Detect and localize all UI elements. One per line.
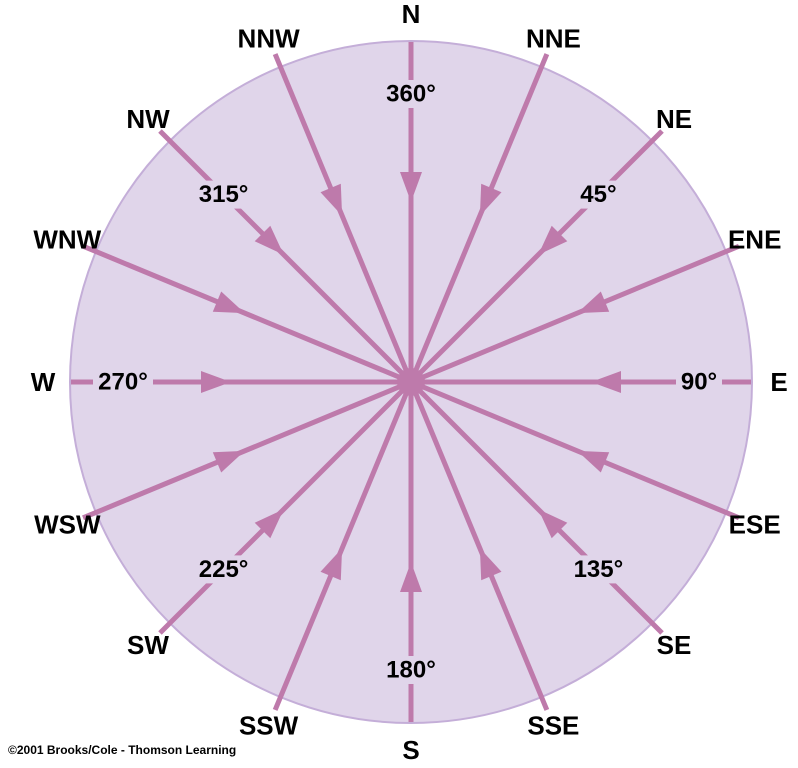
degree-label-bg-s <box>381 656 441 684</box>
labels: N 360° NNE NE 45° ENE E 90° ESE SE 135° SSE S 180° SSW… <box>31 0 788 765</box>
direction-label-nnw: NNW <box>238 23 301 53</box>
arrowhead-ese <box>577 450 610 473</box>
degree-label-bg-nw <box>193 180 254 209</box>
direction-label-ne: NE <box>656 104 692 134</box>
spoke-ne <box>409 129 664 384</box>
direction-label-e: E <box>770 367 787 397</box>
direction-label-nne: NNE <box>526 23 581 53</box>
direction-label-n: N <box>402 0 421 29</box>
degree-label-ne: 45° <box>580 181 616 208</box>
degree-label-nw: 315° <box>199 181 249 208</box>
spoke-sse <box>408 381 550 711</box>
spoke-ene <box>410 243 740 385</box>
degree-label-bg-ne <box>575 180 622 209</box>
degree-label-bg-w <box>93 368 153 396</box>
degree-label-w: 270° <box>98 369 148 396</box>
arrowhead-s <box>400 562 422 592</box>
arrowhead-nnw <box>320 183 343 216</box>
direction-label-wsw: WSW <box>34 509 101 539</box>
degree-label-sw: 225° <box>199 556 249 583</box>
arrowhead-nw <box>254 225 284 255</box>
spoke-nnw <box>272 53 414 383</box>
direction-label-w: W <box>31 367 56 397</box>
spoke-ssw <box>272 381 414 711</box>
spoke-ese <box>410 379 740 521</box>
center-hub <box>397 368 425 396</box>
arrowhead-ssw <box>320 548 343 581</box>
degree-label-bg-e <box>676 368 722 396</box>
spokes <box>71 42 751 722</box>
spoke-wsw <box>82 379 412 521</box>
arrowhead-ne <box>538 225 568 255</box>
arrowhead-se <box>538 509 568 539</box>
degree-label-bg-sw <box>193 555 254 584</box>
degree-label-e: 90° <box>681 369 717 396</box>
degree-label-bg-n <box>381 80 441 108</box>
arrowhead-ene <box>577 291 610 314</box>
arrowhead-wsw <box>212 450 245 473</box>
copyright-credit: ©2001 Brooks/Cole - Thomson Learning <box>8 743 237 757</box>
direction-label-wnw: WNW <box>33 225 101 255</box>
direction-label-nw: NW <box>126 104 170 134</box>
degree-label-se: 135° <box>574 556 624 583</box>
direction-label-sw: SW <box>127 630 169 660</box>
arrowhead-wnw <box>212 291 245 314</box>
spoke-wnw <box>82 243 412 385</box>
degree-label-s: 180° <box>386 657 436 684</box>
arrowhead-sw <box>254 509 284 539</box>
arrowhead-n <box>400 172 422 202</box>
arrowhead-w <box>201 371 231 393</box>
degree-label-bg-se <box>568 555 629 584</box>
degree-label-n: 360° <box>386 81 436 108</box>
spoke-nne <box>408 53 550 383</box>
direction-label-ese: ESE <box>729 509 781 539</box>
direction-label-ene: ENE <box>728 225 781 255</box>
arrowhead-nne <box>479 183 502 216</box>
direction-label-ssw: SSW <box>239 711 299 741</box>
direction-label-se: SE <box>657 630 692 660</box>
spoke-sw <box>158 380 413 635</box>
spoke-se <box>409 380 664 635</box>
direction-label-sse: SSE <box>527 711 579 741</box>
direction-label-s: S <box>402 735 419 765</box>
arrowhead-e <box>591 371 621 393</box>
spoke-nw <box>158 129 413 384</box>
arrowhead-sse <box>479 548 502 581</box>
